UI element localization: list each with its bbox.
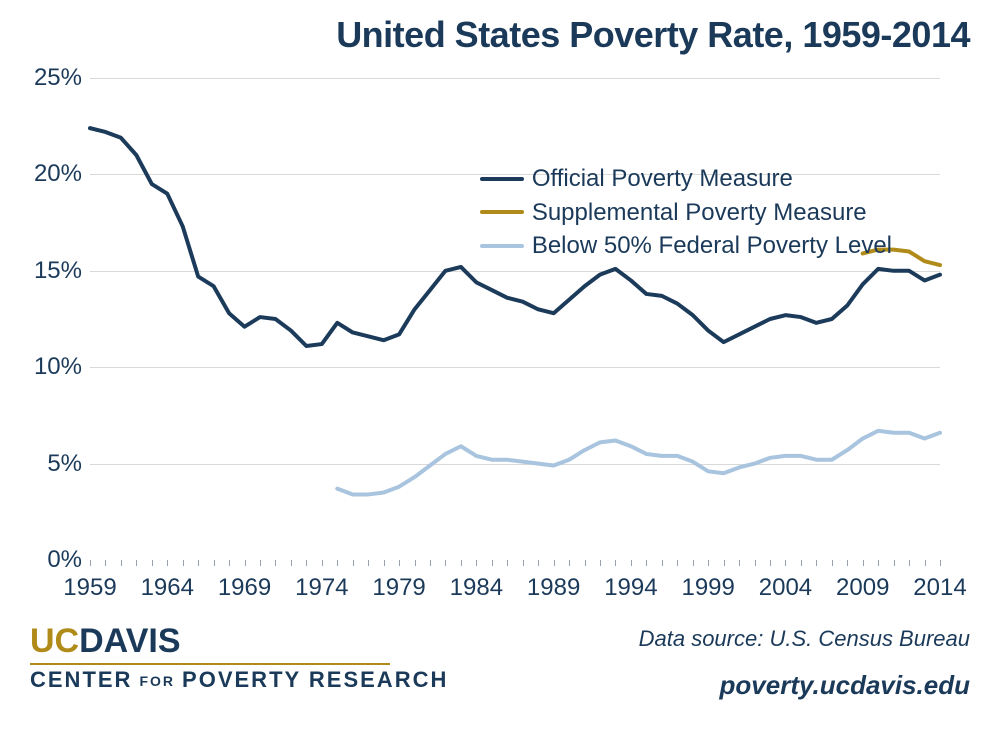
y-tick-label: 15% — [2, 257, 82, 285]
data-source: Data source: U.S. Census Bureau — [639, 626, 970, 652]
page: United States Poverty Rate, 1959-2014 0%… — [0, 0, 1000, 730]
x-tick-label: 1974 — [295, 574, 348, 602]
x-tick-label: 2014 — [913, 574, 966, 602]
logo-rule — [30, 663, 390, 665]
legend-item-official: Official Poverty Measure — [480, 162, 892, 196]
x-tick-label: 1964 — [141, 574, 194, 602]
line-series — [90, 78, 940, 560]
legend-label: Below 50% Federal Poverty Level — [532, 229, 892, 263]
legend-label: Official Poverty Measure — [532, 162, 793, 196]
y-tick-label: 5% — [2, 450, 82, 478]
chart-title: United States Poverty Rate, 1959-2014 — [336, 14, 970, 56]
series-below50 — [337, 431, 940, 495]
x-tick-label: 1989 — [527, 574, 580, 602]
logo-uc: UC — [30, 622, 79, 660]
legend-item-supplemental: Supplemental Poverty Measure — [480, 196, 892, 230]
chart-area: 0%5%10%15%20%25% 19591964196919741979198… — [90, 78, 940, 560]
y-tick-label: 20% — [2, 160, 82, 188]
x-tick-label: 1999 — [681, 574, 734, 602]
x-tick-label: 1984 — [450, 574, 503, 602]
x-tick-label: 1979 — [372, 574, 425, 602]
logo-line1: UCDAVIS — [30, 622, 448, 661]
legend-swatch — [480, 210, 524, 214]
logo-davis: DAVIS — [79, 622, 180, 660]
y-tick-label: 25% — [2, 64, 82, 92]
legend-item-below50: Below 50% Federal Poverty Level — [480, 229, 892, 263]
legend-swatch — [480, 244, 524, 248]
logo-for: FOR — [139, 673, 175, 689]
footer-url: poverty.ucdavis.edu — [720, 670, 970, 701]
legend-label: Supplemental Poverty Measure — [532, 196, 867, 230]
footer: UCDAVIS CENTER FOR POVERTY RESEARCH Data… — [30, 620, 970, 710]
logo-rest: POVERTY RESEARCH — [182, 667, 448, 692]
x-axis-ticks — [90, 560, 940, 568]
x-tick-label: 1959 — [63, 574, 116, 602]
ucdavis-logo: UCDAVIS CENTER FOR POVERTY RESEARCH — [30, 622, 448, 693]
x-tick-label: 2004 — [759, 574, 812, 602]
logo-line2: CENTER FOR POVERTY RESEARCH — [30, 667, 448, 693]
logo-center: CENTER — [30, 667, 132, 692]
legend: Official Poverty Measure Supplemental Po… — [480, 162, 892, 263]
x-tick-label: 1994 — [604, 574, 657, 602]
y-tick-label: 0% — [2, 546, 82, 574]
x-tick-label: 2009 — [836, 574, 889, 602]
y-tick-label: 10% — [2, 353, 82, 381]
legend-swatch — [480, 177, 524, 181]
x-tick-label: 1969 — [218, 574, 271, 602]
